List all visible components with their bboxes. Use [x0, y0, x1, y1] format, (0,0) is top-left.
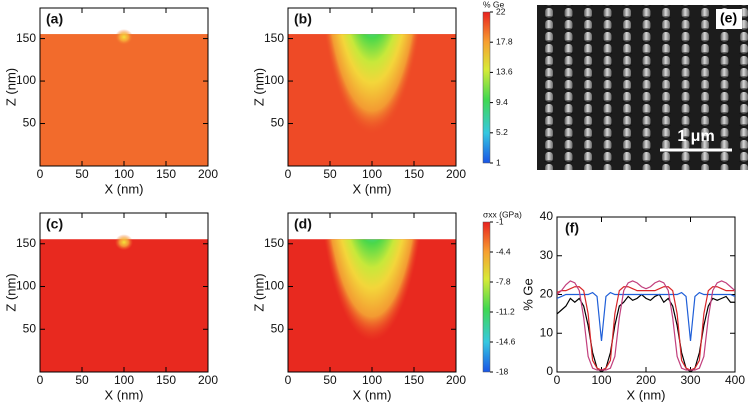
- colorbar-tick-label: -7.8: [496, 276, 511, 286]
- y-tick-label: 30: [540, 248, 554, 262]
- y-tick-label: 20: [540, 287, 554, 301]
- x-tick-label: 100: [362, 167, 382, 181]
- y-tick-label: 150: [264, 236, 284, 250]
- y-tick-label: 0: [546, 364, 553, 378]
- panel-label: (f): [565, 220, 579, 236]
- y-tick-label: 50: [271, 116, 285, 130]
- panel-label: (c): [46, 216, 63, 232]
- x-tick-label: 0: [37, 373, 44, 387]
- colorbar-tick-label: -14.6: [496, 336, 516, 346]
- colorbar-title: % Ge: [483, 0, 505, 9]
- panel-label: (a): [46, 11, 63, 27]
- colorbar-title: σxx (GPa): [483, 209, 522, 219]
- field-inclusion: [316, 34, 428, 136]
- y-tick-label: 150: [264, 31, 284, 45]
- x-tick-label: 100: [114, 167, 134, 181]
- colorbar-tick-label: -18: [496, 366, 509, 376]
- x-tick-label: 0: [554, 373, 561, 387]
- y-tick-label: 150: [16, 31, 36, 45]
- x-axis-label: X (nm): [627, 387, 666, 402]
- y-tick-label: 100: [264, 73, 284, 87]
- y-axis-label: % Ge: [520, 278, 535, 311]
- colorbar-tick-label: 17.8: [496, 36, 513, 46]
- y-axis-label: Z (nm): [3, 273, 18, 311]
- x-tick-label: 300: [680, 373, 700, 387]
- colorbar-tick-label: 1: [496, 157, 501, 167]
- colorbar-tick-label: 13.6: [496, 67, 513, 77]
- x-axis-label: X (nm): [353, 387, 392, 402]
- y-axis-label: Z (nm): [3, 68, 18, 106]
- colorbar: [482, 221, 491, 373]
- x-tick-label: 200: [446, 373, 466, 387]
- y-tick-label: 50: [271, 321, 285, 335]
- field-inclusion: [115, 234, 133, 251]
- x-tick-label: 150: [156, 167, 176, 181]
- x-tick-label: 200: [198, 373, 218, 387]
- x-tick-label: 0: [285, 167, 292, 181]
- colorbar-tick-label: -11.2: [496, 306, 515, 316]
- colorbar-tick-label: -4.4: [496, 246, 511, 256]
- x-tick-label: 150: [156, 373, 176, 387]
- y-tick-label: 50: [23, 321, 37, 335]
- x-tick-label: 0: [37, 167, 44, 181]
- panel-label: (d): [294, 216, 312, 232]
- x-axis-label: X (nm): [105, 387, 144, 402]
- line-series: [557, 291, 735, 342]
- y-tick-label: 150: [16, 236, 36, 250]
- x-tick-label: 0: [285, 373, 292, 387]
- y-axis-label: Z (nm): [251, 68, 266, 106]
- x-tick-label: 100: [362, 373, 382, 387]
- y-tick-label: 100: [264, 279, 284, 293]
- panel-label: (e): [720, 10, 737, 26]
- y-tick-label: 100: [16, 279, 36, 293]
- colorbar-tick-label: 22: [496, 6, 506, 16]
- y-tick-label: 10: [540, 325, 554, 339]
- x-tick-label: 50: [75, 167, 89, 181]
- y-tick-label: 100: [16, 73, 36, 87]
- colorbar-tick-label: -1: [496, 216, 504, 226]
- field-inclusion: [115, 29, 133, 46]
- line-series: [557, 293, 735, 372]
- line-series: [557, 286, 735, 371]
- x-tick-label: 50: [323, 167, 337, 181]
- field-inclusion: [316, 239, 428, 341]
- line-series: [557, 280, 735, 371]
- label-bg: [716, 9, 742, 29]
- x-tick-label: 400: [725, 373, 745, 387]
- x-tick-label: 200: [446, 167, 466, 181]
- panel-label: (b): [294, 11, 312, 27]
- x-tick-label: 200: [198, 167, 218, 181]
- colorbar: [482, 11, 491, 164]
- y-tick-label: 40: [540, 209, 554, 223]
- x-tick-label: 50: [75, 373, 89, 387]
- colorbar-tick-label: 9.4: [496, 97, 508, 107]
- field: [40, 239, 208, 372]
- x-tick-label: 150: [404, 373, 424, 387]
- x-tick-label: 100: [114, 373, 134, 387]
- sem-pillars: [537, 5, 748, 170]
- y-tick-label: 50: [23, 116, 37, 130]
- y-axis-label: Z (nm): [251, 273, 266, 311]
- x-tick-label: 50: [323, 373, 337, 387]
- x-tick-label: 150: [404, 167, 424, 181]
- x-tick-label: 100: [591, 373, 611, 387]
- x-axis-label: X (nm): [105, 181, 144, 196]
- x-tick-label: 200: [636, 373, 656, 387]
- colorbar-tick-label: 5.2: [496, 127, 508, 137]
- scale-bar-label: 1 μm: [677, 128, 714, 145]
- x-axis-label: X (nm): [353, 181, 392, 196]
- field: [40, 34, 208, 166]
